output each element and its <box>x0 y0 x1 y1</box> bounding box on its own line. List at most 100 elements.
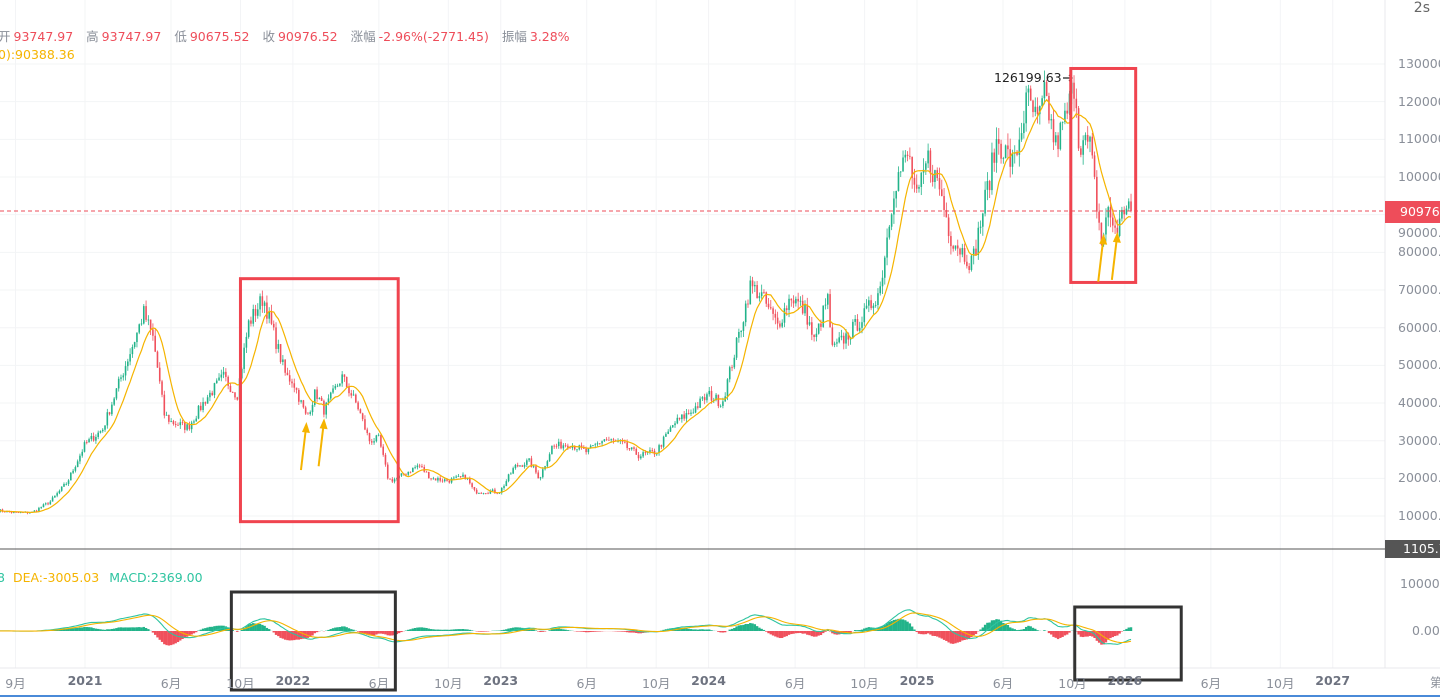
macd-histogram-bar <box>1109 631 1112 639</box>
peak-label: 126199.63 <box>994 70 1062 85</box>
time-axis-tick: 2021 <box>67 673 103 688</box>
candle-body <box>564 445 567 447</box>
macd-histogram-bar <box>327 629 330 631</box>
candle-body <box>1002 158 1005 160</box>
macd-histogram-bar <box>174 631 177 644</box>
candle-body <box>491 489 494 492</box>
candle-body <box>972 248 975 256</box>
candle-body <box>361 413 364 420</box>
macd-value: MACD:2369.00 <box>109 570 203 585</box>
candle-body <box>731 367 733 369</box>
macd-histogram-bar <box>290 631 294 641</box>
candle-body <box>439 478 441 481</box>
candle-body <box>234 392 236 398</box>
macd-histogram-bar <box>920 631 923 635</box>
candle-body <box>539 477 542 479</box>
candle-body <box>1032 100 1034 113</box>
macd-histogram-bar <box>849 631 852 633</box>
macd-histogram-bar <box>210 626 214 631</box>
macd-histogram-bar <box>543 631 547 632</box>
candle-body <box>174 424 177 425</box>
candle-body <box>441 480 444 482</box>
macd-histogram-bar <box>443 629 446 631</box>
candle-body <box>1114 225 1116 228</box>
candle-body <box>1125 208 1128 215</box>
candle-body <box>382 446 384 455</box>
candle-body <box>277 344 280 349</box>
macd-histogram-bar <box>468 629 472 631</box>
candle-body <box>384 454 387 465</box>
candle-body <box>788 298 790 310</box>
candle-body <box>261 296 264 306</box>
macd-histogram-bar <box>926 631 930 634</box>
macd-histogram-bar <box>153 631 157 635</box>
candle-body <box>231 392 234 393</box>
macd-histogram-bar <box>500 630 503 631</box>
macd-histogram-bar <box>94 628 98 631</box>
candle-body <box>99 431 102 433</box>
candle-body <box>104 425 106 430</box>
macd-histogram-bar <box>477 631 481 632</box>
candle-body <box>909 155 911 157</box>
candle-body <box>512 468 514 474</box>
macd-histogram-bar <box>334 627 337 631</box>
candle-body <box>1039 106 1041 115</box>
candle-body <box>904 154 907 158</box>
candle-body <box>364 419 366 430</box>
macd-histogram-bar <box>418 627 421 631</box>
candle-body <box>699 398 701 408</box>
macd-histogram-bar <box>863 628 866 631</box>
macd-histogram-bar <box>181 631 184 640</box>
candle-body <box>325 402 327 415</box>
candle-body <box>968 266 970 270</box>
macd-histogram-bar <box>267 629 271 631</box>
candle-body <box>1111 217 1114 226</box>
macd-histogram-bar <box>1011 628 1014 631</box>
macd-histogram-bar <box>340 626 344 631</box>
candle-body <box>954 245 957 249</box>
macd-histogram-bar <box>687 628 690 631</box>
candle-body <box>822 305 825 327</box>
macd-histogram-bar <box>117 627 120 631</box>
macd-histogram-bar <box>457 629 460 631</box>
macd-histogram-bar <box>856 630 859 631</box>
candle-body <box>85 442 88 443</box>
candle-body <box>437 478 439 481</box>
candle-body <box>158 367 161 382</box>
candle-body <box>47 503 49 505</box>
refresh-timer: 2s <box>1413 0 1430 16</box>
price-axis-tick: 70000.0 <box>1398 282 1440 298</box>
candle-body <box>913 177 916 185</box>
candle-body <box>343 374 346 377</box>
macd-histogram-bar <box>147 629 150 631</box>
macd-histogram-bar <box>552 628 556 631</box>
annotation-black-box <box>229 590 397 692</box>
macd-histogram-bar <box>767 631 770 634</box>
macd-histogram-bar <box>391 631 394 636</box>
candle-body <box>781 322 783 327</box>
macd-histogram-bar <box>208 626 212 631</box>
candle-body <box>553 445 555 447</box>
candle-body <box>535 466 537 473</box>
candle-body <box>90 435 93 440</box>
candle-body <box>332 388 334 393</box>
candle-body <box>1061 121 1064 123</box>
candle-body <box>416 465 419 468</box>
macd-histogram-bar <box>62 628 66 631</box>
candle-body <box>140 323 143 325</box>
macd-histogram-bar <box>956 631 959 643</box>
macd-histogram-bar <box>705 629 709 631</box>
candle-body <box>915 184 918 189</box>
candle-body <box>929 150 932 174</box>
candle-body <box>785 308 788 310</box>
macd-histogram-bar <box>413 627 417 631</box>
candle-body <box>190 422 193 430</box>
time-axis-tick: 10月 <box>434 676 463 691</box>
candle-body <box>323 400 325 415</box>
candle-body <box>443 479 446 482</box>
time-axis-tick: 6月 <box>1200 676 1222 691</box>
macd-histogram-bar <box>215 625 218 631</box>
candle-body <box>213 383 216 396</box>
candle-body <box>690 412 692 414</box>
